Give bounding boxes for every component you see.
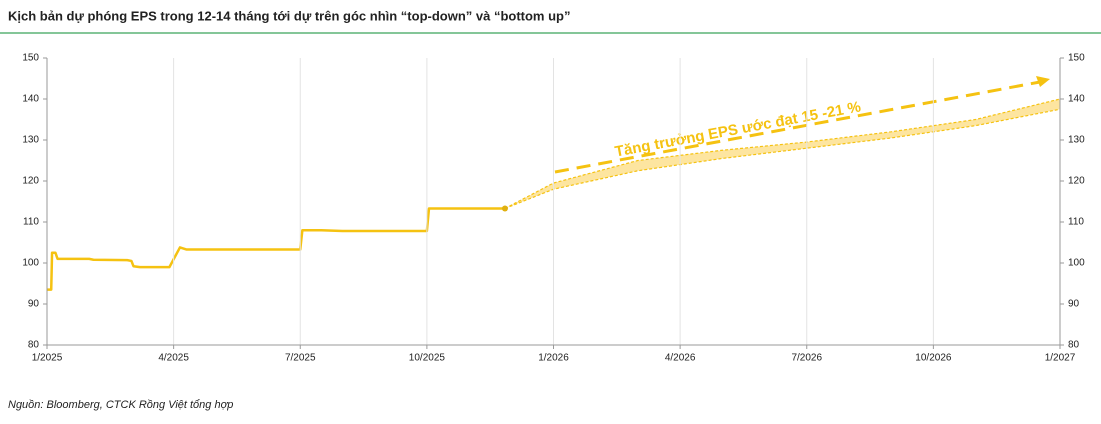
end-marker (501, 205, 508, 212)
y2-tick-label: 100 (1068, 258, 1085, 269)
y2-tick-label: 110 (1068, 217, 1084, 228)
x-tick-label: 4/2026 (665, 353, 696, 364)
y2-tick-label: 80 (1068, 340, 1080, 351)
y-tick-label: 80 (28, 340, 40, 351)
x-tick-label: 7/2026 (791, 353, 822, 364)
y2-tick-label: 120 (1068, 176, 1085, 187)
series-line (504, 108, 1061, 210)
y-tick-label: 90 (28, 299, 40, 310)
y2-tick-label: 150 (1068, 53, 1085, 64)
series-line (47, 207, 505, 291)
x-tick-label: 7/2025 (285, 353, 316, 364)
x-tick-label: 1/2027 (1045, 353, 1076, 364)
y-tick-label: 110 (23, 217, 39, 228)
y-tick-label: 150 (22, 53, 39, 64)
y-tick-label: 100 (22, 258, 39, 269)
trend-arrow (554, 80, 1041, 174)
x-tick-label: 1/2026 (538, 353, 569, 364)
x-tick-label: 4/2025 (158, 353, 189, 364)
x-tick-label: 1/2025 (32, 353, 63, 364)
y-tick-label: 130 (22, 135, 39, 146)
chart-title: Kịch bản dự phóng EPS trong 12-14 tháng … (8, 8, 571, 23)
x-tick-label: 10/2026 (915, 353, 952, 364)
arrow-head (1036, 76, 1050, 87)
source-note: Nguồn: Bloomberg, CTCK Rồng Việt tổng hợ… (8, 399, 233, 411)
y2-tick-label: 130 (1068, 135, 1085, 146)
y-tick-label: 120 (22, 176, 39, 187)
y2-tick-label: 140 (1068, 94, 1085, 105)
y-tick-label: 140 (22, 94, 39, 105)
x-tick-label: 10/2025 (409, 353, 446, 364)
y2-tick-label: 90 (1068, 299, 1080, 310)
